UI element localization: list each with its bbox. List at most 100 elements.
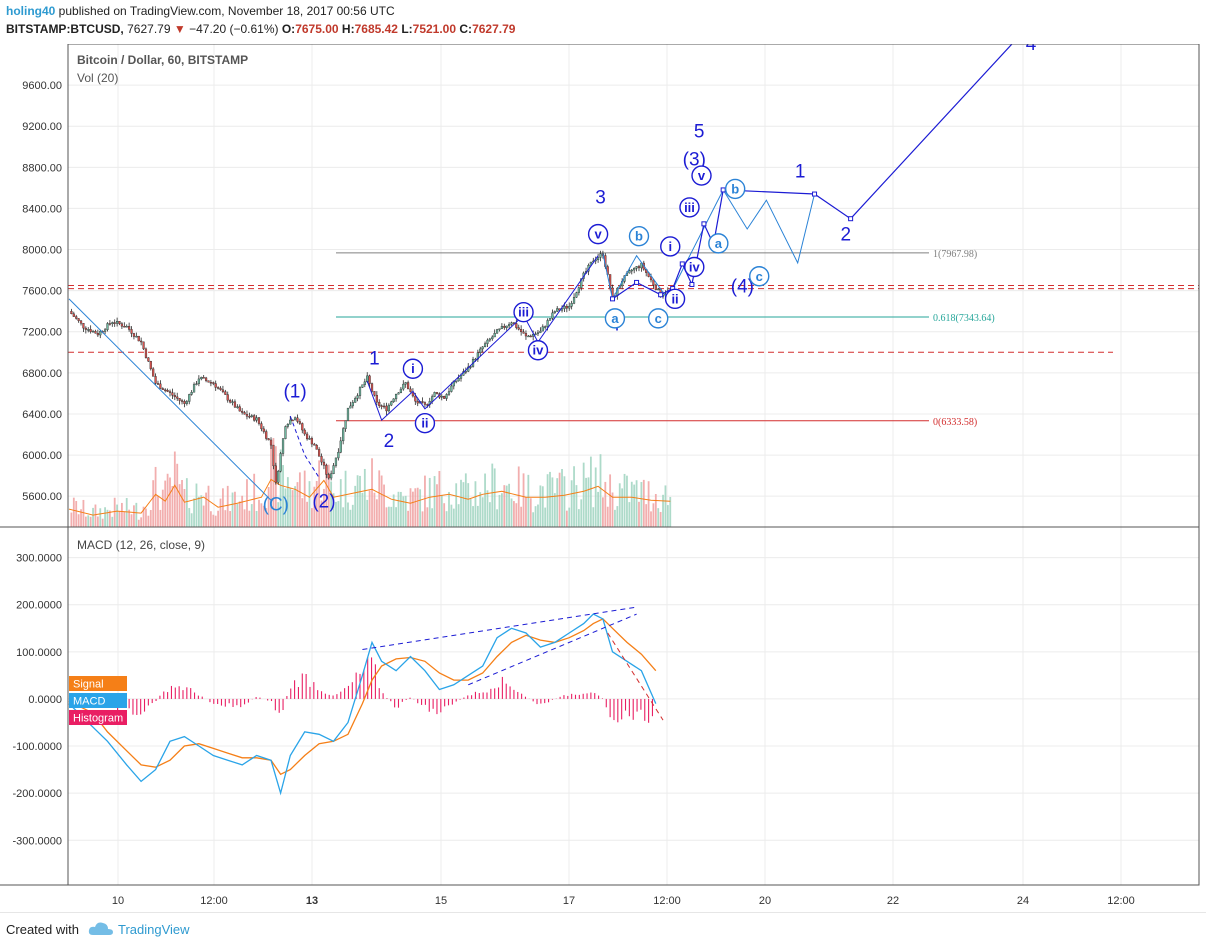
candle-body (495, 329, 499, 334)
candle-body (159, 383, 162, 389)
volume-bar (621, 488, 624, 527)
candle-body (315, 445, 318, 450)
candle-body (541, 326, 544, 332)
volume-bar (111, 516, 114, 527)
volume-bar (130, 514, 133, 527)
candle-body (358, 387, 362, 396)
macd-axis-tick: 100.0000 (16, 647, 62, 659)
candle-body (293, 417, 297, 421)
wave-circle-label: i (411, 361, 415, 376)
volume-bar (164, 480, 167, 527)
volume-bar (243, 509, 246, 527)
username-link[interactable]: holing40 (6, 4, 56, 18)
wave-circle-label: i (668, 239, 672, 254)
wave-circle-label: ii (421, 416, 428, 431)
price-change: −47.20 (−0.61%) (189, 22, 279, 36)
candle-body (520, 329, 523, 333)
volume-bar (493, 468, 496, 527)
volume-bar (87, 515, 90, 527)
candle-body (322, 461, 326, 466)
candle-body (536, 332, 540, 335)
volume-bar (460, 479, 462, 527)
wave-circle-marker (749, 266, 770, 287)
created-with-text: Created with (6, 922, 79, 937)
volume-bar (291, 490, 294, 527)
volume-bar (306, 501, 308, 527)
volume-bar (577, 509, 580, 527)
volume-bar (265, 508, 268, 527)
tradingview-cloud-icon[interactable] (88, 920, 114, 938)
volume-bar (145, 508, 147, 527)
candle-body (346, 407, 350, 421)
fib-retracement[interactable]: 1(7967.98) 0.618(7343.64) 0(6333.58) (68, 249, 1199, 428)
wave-2-dashed-line (289, 415, 320, 478)
candle-body (363, 381, 366, 385)
volume-bar (135, 502, 138, 527)
volume-bar (618, 483, 621, 527)
volume-bar (421, 511, 424, 527)
volume-bar (448, 491, 450, 527)
candle-body (435, 392, 439, 394)
signal-line (68, 618, 657, 776)
candle-body (563, 305, 566, 309)
volume-bar (238, 501, 241, 527)
low-value: 7521.00 (412, 22, 457, 36)
volume-bar (89, 516, 92, 527)
wave-anchor-point (720, 187, 726, 193)
volume-bar (159, 509, 162, 527)
wave-anchor-point (658, 292, 664, 298)
wave-circle-marker (628, 225, 650, 247)
volume-bar (378, 470, 381, 527)
divergence-trendline (362, 606, 637, 650)
volume-bar (106, 509, 109, 527)
candle-body (272, 444, 275, 467)
candle-body (327, 474, 330, 479)
candle-body (407, 382, 410, 390)
candle-body (599, 253, 602, 258)
volume-bar (539, 485, 542, 527)
tradingview-brand[interactable]: TradingView (118, 922, 190, 937)
candle-body (296, 417, 299, 422)
wave-circle-marker (691, 165, 712, 186)
volume-bar (580, 499, 583, 527)
volume-bar (205, 492, 207, 527)
volume-bar (573, 466, 575, 527)
volume-bar (301, 498, 304, 527)
candle-body (414, 395, 417, 402)
candle-body (551, 312, 554, 319)
candle-body (320, 456, 323, 463)
volume-bar (563, 476, 566, 527)
volume-bar (476, 505, 479, 527)
volume-bar (188, 508, 191, 527)
wave-circle-label: c (655, 311, 662, 326)
volume-bar (546, 474, 549, 527)
chart-area[interactable]: 1(7967.98) 0.618(7343.64) 0(6333.58) (1) (2… (0, 44, 1206, 912)
volume-bar (332, 493, 335, 527)
volume-bar (568, 507, 571, 527)
candle-body (301, 423, 304, 431)
volume-bar (462, 482, 465, 527)
macd-axis-tick: 300.0000 (16, 553, 62, 565)
volume-bar (443, 503, 446, 527)
candle-body (534, 333, 537, 336)
candle-body (464, 371, 467, 373)
candle-body (450, 385, 453, 392)
candle-body (286, 424, 289, 427)
candle-body (503, 326, 506, 328)
volume-bar (604, 481, 607, 527)
candle-body (654, 284, 657, 290)
macd-pane[interactable]: Signal MACD Histogram (68, 606, 664, 796)
candle-body (207, 380, 210, 383)
candle-body (77, 318, 80, 321)
volume-bar (318, 460, 321, 527)
candle-body (421, 401, 424, 403)
volume-bar (513, 501, 515, 527)
price-axis-tick: 6000.00 (22, 450, 62, 462)
volume-bar (320, 500, 323, 527)
candle-body (577, 287, 580, 293)
volume-bar (193, 498, 195, 527)
candle-body (279, 453, 282, 472)
volume-bar (178, 484, 181, 527)
candle-body (144, 348, 148, 358)
candle-body (394, 393, 398, 400)
